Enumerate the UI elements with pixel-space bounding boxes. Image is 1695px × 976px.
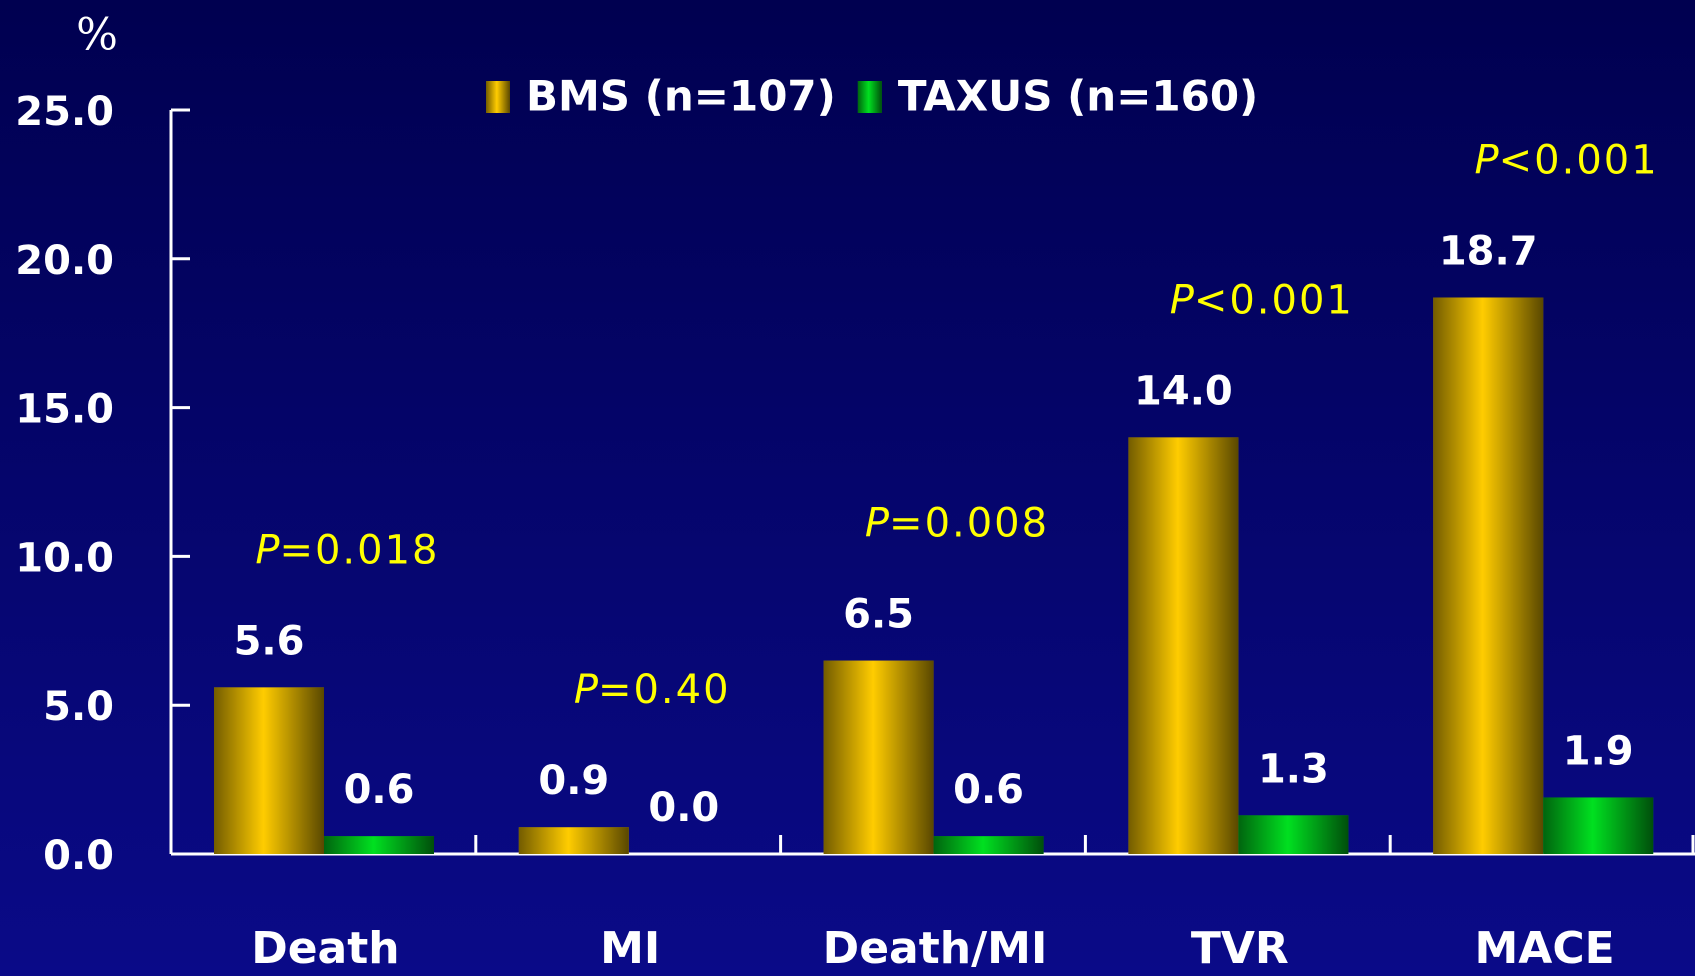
x-tick-label: Death/MI [823,923,1048,974]
bar-shading [518,827,629,854]
y-tick-label: 0.0 [43,833,114,879]
p-value: P=0.40 [574,667,731,713]
bar-shading [1433,297,1544,854]
data-label: 0.6 [953,767,1024,813]
data-label: 6.5 [843,592,914,638]
p-value: P=0.018 [255,527,439,573]
bar-shading [214,687,324,854]
y-unit-label: % [76,10,118,61]
bar-shading [1543,797,1654,854]
y-tick-label: 15.0 [15,387,114,433]
p-value: P<0.001 [1475,137,1659,183]
p-value: P=0.008 [865,501,1049,547]
legend-swatch-shade [486,81,510,113]
data-label: 0.0 [648,785,719,831]
x-tick-label: TVR [1191,923,1289,974]
bar-shading [324,836,434,854]
data-label: 5.6 [234,618,305,664]
data-label: 14.0 [1134,368,1233,414]
legend-label: BMS (n=107) [526,72,836,121]
legend-label: TAXUS (n=160) [898,72,1258,121]
data-label: 18.7 [1439,228,1538,274]
bar-shading [823,660,934,854]
data-label: 0.9 [538,758,609,804]
bar-shading [933,836,1044,854]
y-tick-label: 5.0 [43,684,114,730]
bar-shading [1128,437,1239,854]
y-tick-label: 20.0 [15,238,114,284]
data-label: 1.9 [1563,728,1634,774]
y-tick-label: 25.0 [15,89,114,135]
legend-swatch-shade [857,81,882,113]
x-tick-label: MACE [1475,923,1615,974]
x-tick-label: MI [600,923,660,974]
x-tick-label: Death [251,923,399,974]
data-label: 0.6 [344,767,415,813]
y-tick-label: 10.0 [15,535,114,581]
bar-shading [1238,815,1349,854]
p-value: P<0.001 [1170,277,1354,323]
data-label: 1.3 [1258,746,1329,792]
